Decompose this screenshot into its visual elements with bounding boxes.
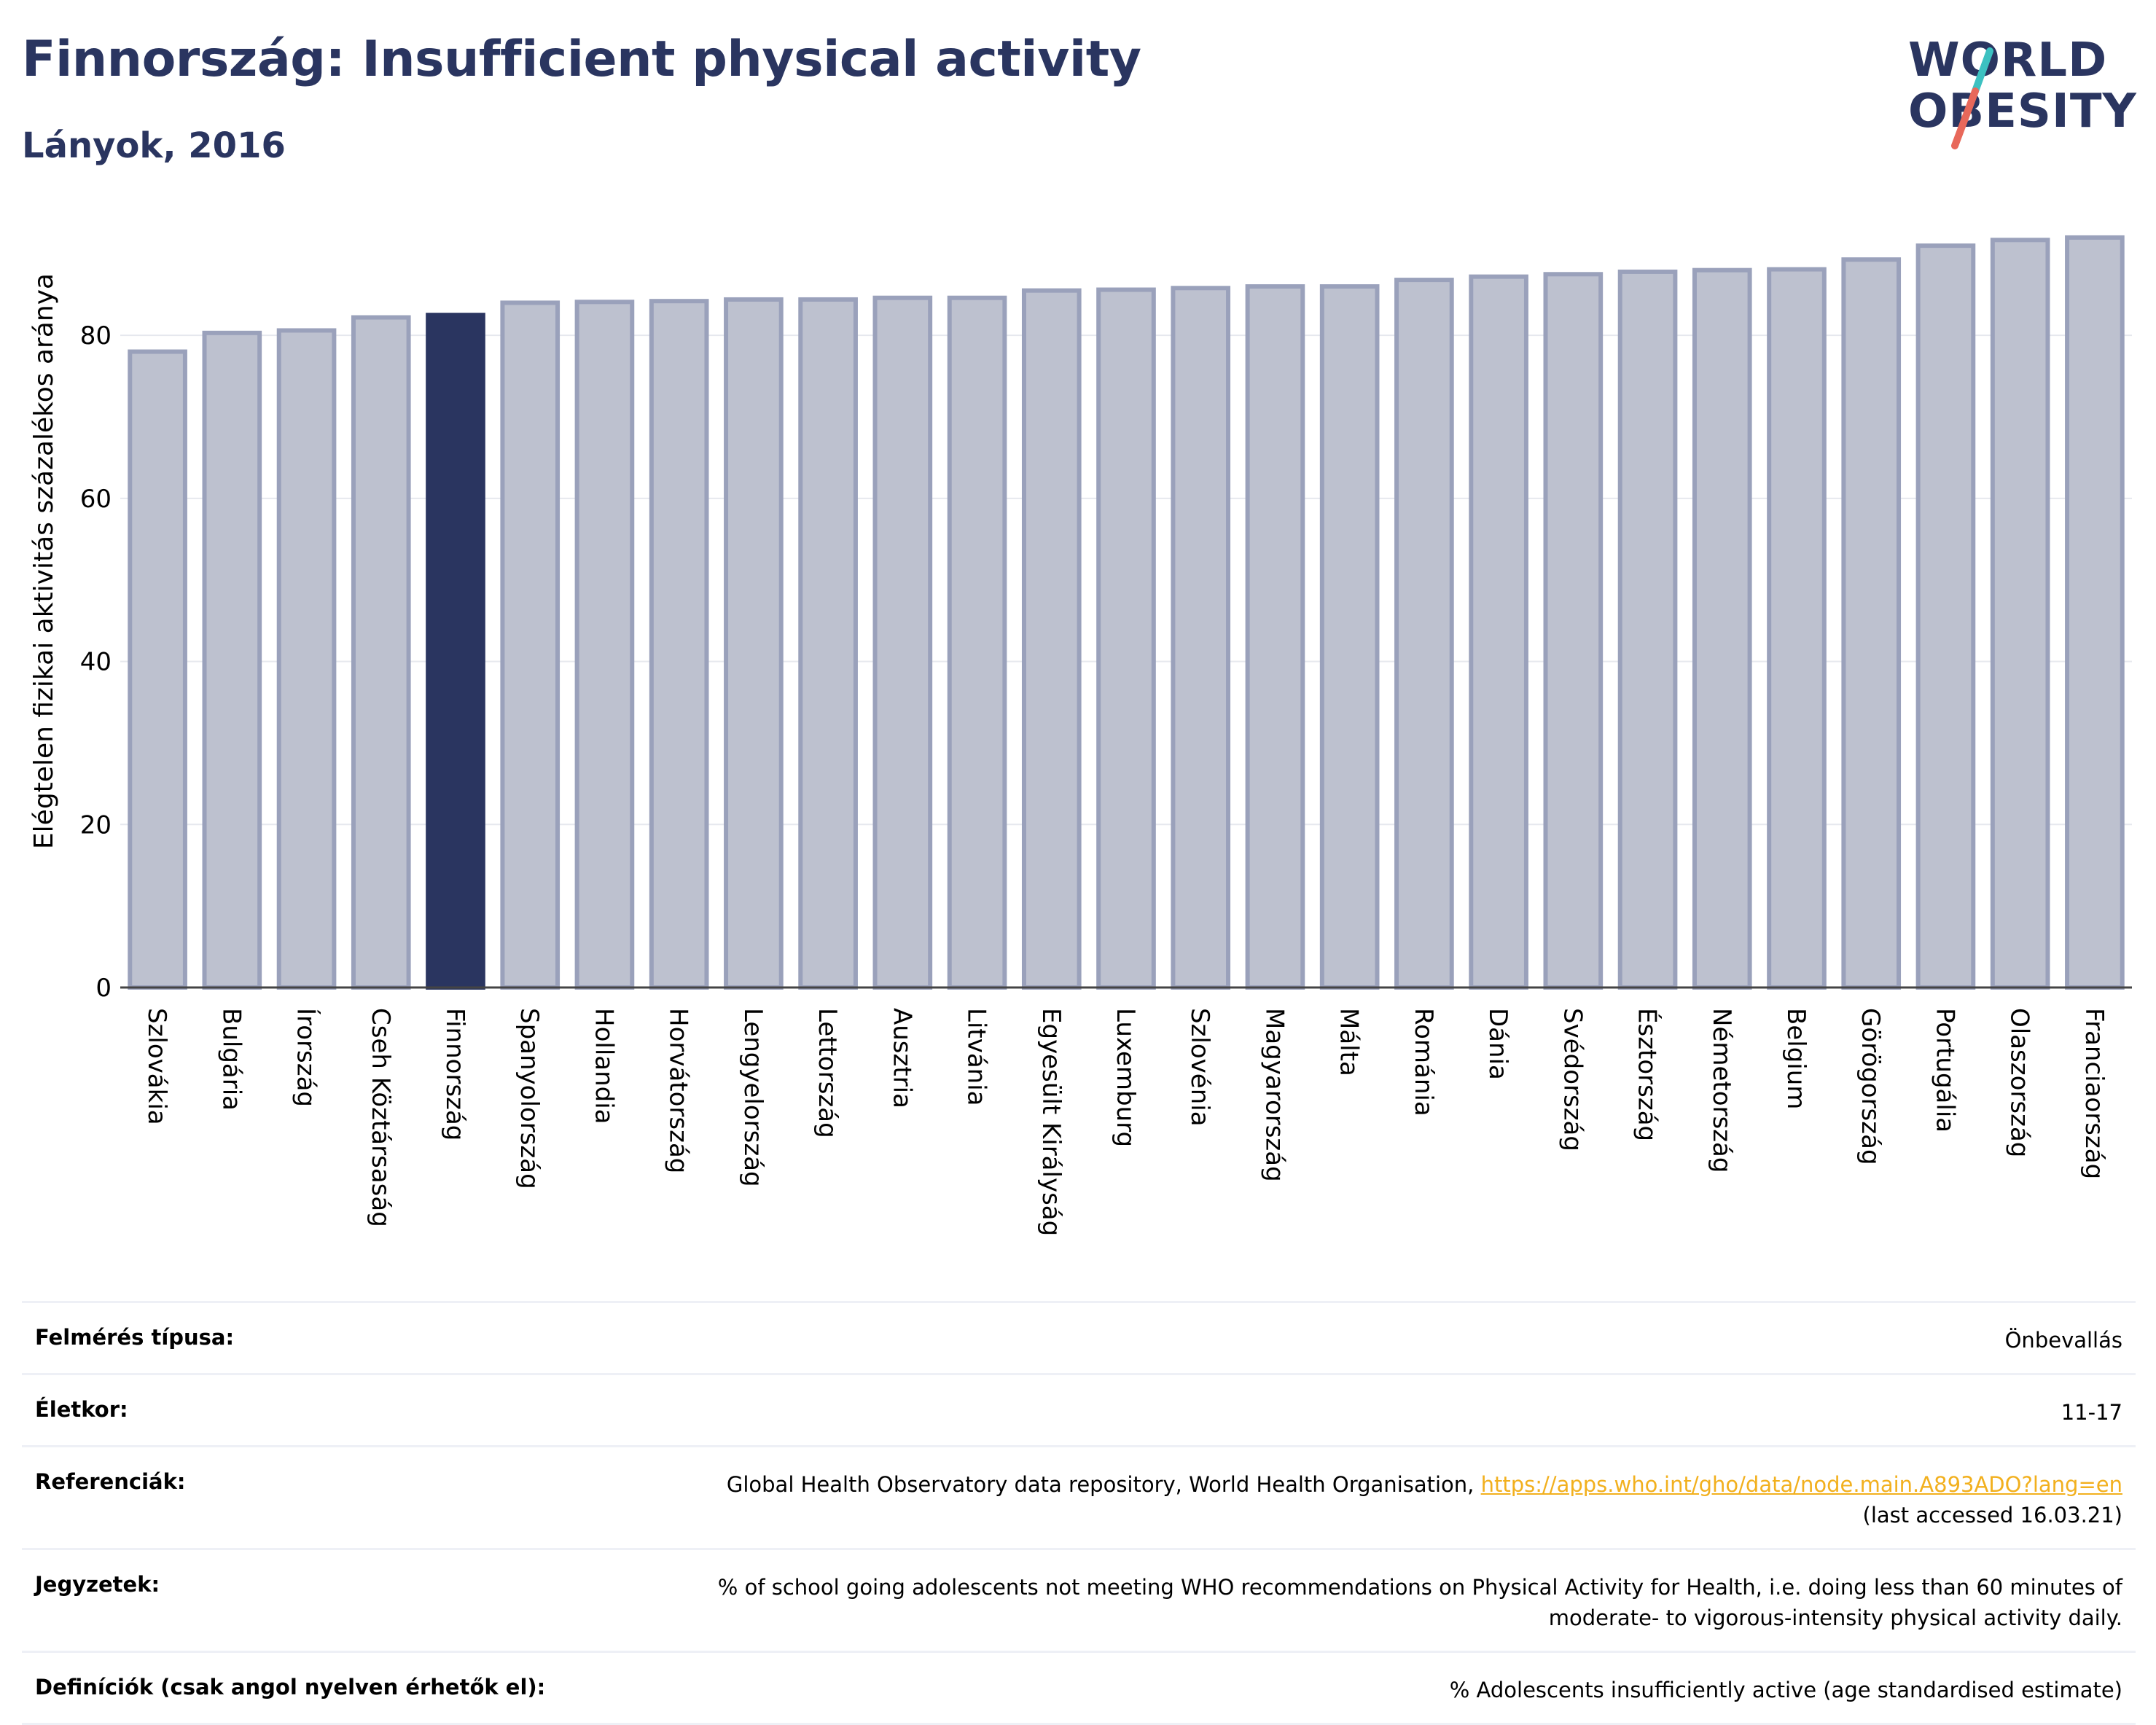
x-tick-label: Lettország <box>813 1008 842 1138</box>
bar-25 <box>1990 238 2050 990</box>
x-tick-label: Franciaország <box>2079 1008 2109 1179</box>
page-title: Finnország: Insufficient physical activi… <box>22 31 1141 88</box>
y-tick-label: 20 <box>80 810 112 840</box>
info-value: 11-17 <box>2061 1400 2122 1425</box>
info-label: Referenciák: <box>35 1469 186 1495</box>
x-tick-label: Dánia <box>1483 1008 1512 1080</box>
bar-3 <box>351 315 411 990</box>
x-tick-label: Spanyolország <box>515 1008 544 1189</box>
logo-text-line2: OBESITY <box>1908 85 2137 138</box>
x-tick-label: Olaszország <box>2005 1008 2034 1157</box>
info-label: Definíciók (csak angol nyelven érhetők e… <box>35 1675 546 1700</box>
x-tick-label: Írország <box>292 1008 321 1107</box>
bar-8 <box>724 297 784 990</box>
logo-text-line1: WORLD <box>1908 34 2108 87</box>
info-row-definitions: Definíciók (csak angol nyelven érhetők e… <box>22 1651 2136 1725</box>
info-row-survey-type: Felmérés típusa: Önbevallás <box>22 1301 2136 1373</box>
x-tick-label: Észtország <box>1633 1008 1663 1141</box>
x-tick-label: Málta <box>1335 1008 1364 1076</box>
axes: 0 20 40 60 80 Szlovákia Bulgária Írország Cseh K… <box>80 321 2132 1236</box>
bar-22 <box>1767 267 1827 990</box>
bar-2 <box>276 328 337 990</box>
notes-line1: % of school going adolescents not meetin… <box>717 1575 2122 1600</box>
bar-18 <box>1469 274 1528 990</box>
y-tick-label: 40 <box>80 648 112 677</box>
x-tick-label: Magyarország <box>1259 1008 1289 1182</box>
info-value-notes: % of school going adolescents not meetin… <box>718 1572 2122 1633</box>
x-tick-label: Görögország <box>1856 1008 1885 1165</box>
info-label: Jegyzetek: <box>35 1572 160 1597</box>
y-tick-label: 60 <box>80 485 112 514</box>
y-axis-label: Elégtelen fizikai aktivitás százalékos a… <box>29 273 59 849</box>
page-subtitle: Lányok, 2016 <box>22 125 286 166</box>
bar-15 <box>1245 284 1305 990</box>
x-tick-label: Svédország <box>1558 1008 1587 1151</box>
bar-24 <box>1915 243 1976 990</box>
bar-6 <box>574 300 635 990</box>
bar-4 <box>426 313 485 990</box>
x-tick-label: Szlovénia <box>1185 1008 1214 1127</box>
y-tick-label: 0 <box>95 974 112 1003</box>
info-table: Felmérés típusa: Önbevallás Életkor: 11-… <box>22 1301 2136 1725</box>
info-value: Önbevallás <box>2004 1328 2122 1353</box>
notes-line2: moderate- to vigorous-intensity physical… <box>1548 1605 2122 1631</box>
info-label: Életkor: <box>35 1397 128 1423</box>
x-tick-label: Lengyelország <box>738 1008 768 1187</box>
bar-20 <box>1617 269 1678 990</box>
bar-26 <box>2065 235 2125 990</box>
bar-19 <box>1543 272 1604 990</box>
bar-23 <box>1841 257 1902 990</box>
x-tick-label: Luxemburg <box>1111 1008 1140 1147</box>
bars <box>128 235 2125 990</box>
x-tick-label: Bulgária <box>216 1008 246 1111</box>
bar-16 <box>1319 284 1380 990</box>
bar-13 <box>1096 287 1156 990</box>
bar-7 <box>649 299 709 990</box>
info-label: Felmérés típusa: <box>35 1325 235 1350</box>
info-value: % Adolescents insufficiently active (age… <box>1449 1678 2122 1703</box>
x-tick-label: Portugália <box>1930 1008 1959 1133</box>
x-tick-label: Románia <box>1409 1008 1438 1116</box>
bar-0 <box>128 349 187 990</box>
world-obesity-logo: WORLD OBESITY <box>1902 22 2136 153</box>
x-tick-label: Finnország <box>440 1008 469 1141</box>
x-tick-label: Cseh Köztársaság <box>366 1008 395 1227</box>
bar-chart: 0 20 40 60 80 Szlovákia Bulgária Írország Cseh K… <box>29 235 2132 1236</box>
x-tick-label: Egyesült Királyság <box>1036 1008 1066 1236</box>
bar-9 <box>798 297 858 990</box>
bar-14 <box>1171 286 1231 990</box>
bar-10 <box>872 295 933 990</box>
bar-11 <box>947 295 1007 990</box>
x-tick-label: Litvánia <box>962 1008 991 1106</box>
x-tick-label: Németország <box>1707 1008 1736 1173</box>
x-tick-label: Szlovákia <box>142 1008 171 1125</box>
reference-link[interactable]: https://apps.who.int/gho/data/node.main.… <box>1480 1472 2122 1498</box>
info-row-notes: Jegyzetek: % of school going adolescents… <box>22 1548 2136 1651</box>
info-value-references: Global Health Observatory data repositor… <box>727 1469 2122 1530</box>
x-tick-label: Hollandia <box>589 1008 618 1124</box>
bar-5 <box>500 300 561 990</box>
reference-accessed: (last accessed 16.03.21) <box>1862 1503 2122 1528</box>
reference-text: Global Health Observatory data repositor… <box>726 1472 1481 1498</box>
x-tick-label: Horvátország <box>664 1008 693 1173</box>
logo-slash-icon <box>1951 47 1993 149</box>
bar-17 <box>1394 278 1454 990</box>
info-row-age: Életkor: 11-17 <box>22 1373 2136 1445</box>
info-row-references: Referenciák: Global Health Observatory d… <box>22 1445 2136 1548</box>
bar-21 <box>1692 267 1752 990</box>
x-tick-label: Ausztria <box>887 1008 916 1108</box>
bar-12 <box>1021 288 1082 990</box>
bar-1 <box>202 330 262 990</box>
x-tick-label: Belgium <box>1781 1008 1811 1109</box>
y-tick-label: 80 <box>80 321 112 351</box>
